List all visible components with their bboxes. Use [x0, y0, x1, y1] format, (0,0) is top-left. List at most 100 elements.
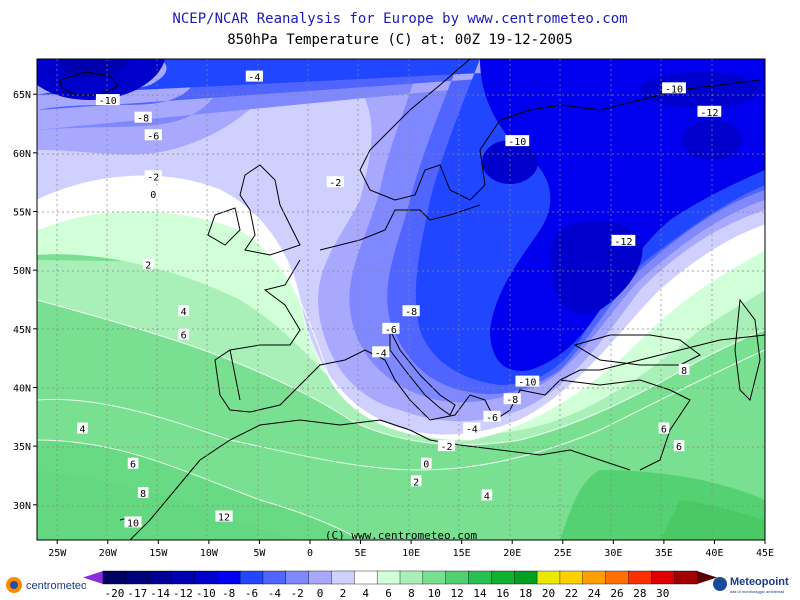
contour-label: 8	[678, 363, 690, 377]
contour-label: 0	[420, 457, 432, 471]
colorbar-label: 2	[340, 587, 347, 600]
lon-tick-label: 20W	[99, 548, 118, 559]
contour-label: -8	[503, 393, 521, 406]
colorbar-swatch	[331, 570, 356, 585]
svg-text:-10: -10	[99, 96, 117, 107]
contour-label: -10	[505, 135, 530, 148]
colorbar-swatch	[536, 570, 561, 585]
svg-text:0: 0	[150, 190, 156, 201]
lon-tick-label: 0	[307, 548, 313, 559]
svg-text:dati di monitoraggio ambiental: dati di monitoraggio ambientali	[730, 589, 784, 594]
svg-text:-10: -10	[508, 137, 526, 148]
colorbar-label: 26	[610, 587, 623, 600]
lat-tick-label: 45N	[13, 325, 31, 336]
svg-text:-2: -2	[440, 442, 452, 453]
contour-label: 4	[178, 305, 189, 318]
colorbar-swatch	[422, 570, 447, 585]
lon-tick-label: 35E	[655, 548, 673, 559]
colorbar-swatch	[354, 570, 378, 585]
contour-label: 12	[215, 510, 233, 524]
contour-label: 0	[147, 187, 159, 201]
gridlines	[37, 59, 765, 540]
contour-label: -4	[245, 70, 263, 84]
lon-tick-label: 15W	[149, 548, 168, 559]
colorbar-label: 28	[633, 587, 646, 600]
svg-text:-10: -10	[665, 84, 683, 95]
contour-label: 4	[77, 422, 88, 436]
map-subtitle: 850hPa Temperature (C) at: 00Z 19-12-200…	[227, 32, 573, 48]
centrometeo-logo: centrometeo	[6, 577, 86, 593]
svg-text:-8: -8	[137, 114, 149, 125]
temperature-field	[37, 59, 765, 540]
contour-label: -4	[372, 346, 390, 359]
contour-label: -12	[697, 105, 722, 119]
lat-tick-label: 35N	[13, 442, 31, 453]
svg-text:-2: -2	[147, 172, 159, 183]
lon-tick-label: 5E	[355, 548, 367, 559]
svg-text:2: 2	[413, 477, 419, 488]
colorbar-label: 14	[473, 587, 487, 600]
colorbar-swatch	[217, 570, 241, 585]
svg-text:2: 2	[145, 260, 151, 271]
lat-tick-label: 65N	[13, 90, 31, 101]
lon-tick-label: 25W	[48, 548, 67, 559]
contour-label: -8	[402, 305, 420, 318]
colorbar-label: -2	[291, 587, 304, 600]
colorbar-label: -14	[150, 587, 170, 600]
svg-text:-6: -6	[385, 325, 397, 336]
lon-tick-label: 20E	[503, 548, 521, 559]
colorbar-swatch	[125, 570, 150, 585]
meteopoint-logo: Meteopoint dati di monitoraggio ambienta…	[713, 576, 789, 594]
contour-label: -4	[463, 422, 481, 436]
colorbar-label: 24	[588, 587, 602, 600]
svg-text:-4: -4	[248, 73, 260, 84]
lon-tick-label: 40E	[705, 548, 723, 559]
copyright-text: (C) www.centrometeo.com	[325, 529, 478, 542]
colorbar-label: -8	[222, 587, 235, 600]
colorbar-swatch	[605, 570, 630, 585]
contour-label: -2	[437, 440, 456, 453]
colorbar-swatch	[445, 570, 470, 585]
colorbar-label: 22	[565, 587, 578, 600]
svg-text:-8: -8	[405, 307, 417, 318]
svg-text:-4: -4	[466, 425, 478, 436]
plot-frame	[36, 58, 766, 541]
colorbar-swatch	[194, 570, 218, 585]
svg-text:12: 12	[218, 513, 230, 524]
colorbar-label: 10	[428, 587, 441, 600]
contour-label: -6	[483, 410, 501, 424]
lon-tick-label: 5W	[253, 548, 266, 559]
colorbar-label: 4	[362, 587, 369, 600]
colorbar-swatch	[262, 570, 287, 585]
colorbar-label: 0	[317, 587, 324, 600]
contour-label: -8	[134, 111, 152, 125]
colorbar-swatch	[651, 570, 675, 585]
contour-label: 4	[481, 489, 493, 502]
svg-text:4: 4	[484, 491, 490, 502]
lon-tick-label: 30E	[604, 548, 622, 559]
contour-label: 8	[137, 487, 149, 500]
svg-text:4: 4	[79, 425, 85, 436]
lat-tick-label: 40N	[13, 383, 31, 394]
colorbar-swatch	[628, 570, 653, 585]
colorbar-label: 12	[450, 587, 463, 600]
svg-text:-12: -12	[700, 108, 718, 119]
lon-tick-label: 45E	[756, 548, 774, 559]
lon-tick-label: 15E	[453, 548, 471, 559]
colorbar-label: -12	[173, 587, 193, 600]
colorbar-high-arrow	[697, 571, 717, 584]
lon-tick-label: 25E	[554, 548, 572, 559]
colorbar-swatch	[491, 570, 515, 585]
colorbar-swatch	[582, 570, 607, 585]
contour-label: -2	[144, 170, 162, 183]
contour-label: -2	[326, 176, 344, 189]
colorbar-swatch	[308, 570, 333, 585]
coastlines	[59, 59, 765, 540]
contour-label: 10	[124, 516, 142, 529]
contour-label: 2	[410, 475, 422, 488]
svg-text:6: 6	[661, 425, 667, 436]
svg-text:-4: -4	[375, 348, 387, 359]
contour-label: 6	[673, 440, 685, 453]
lon-tick-label: 10W	[200, 548, 219, 559]
svg-text:Meteopoint: Meteopoint	[730, 576, 789, 588]
